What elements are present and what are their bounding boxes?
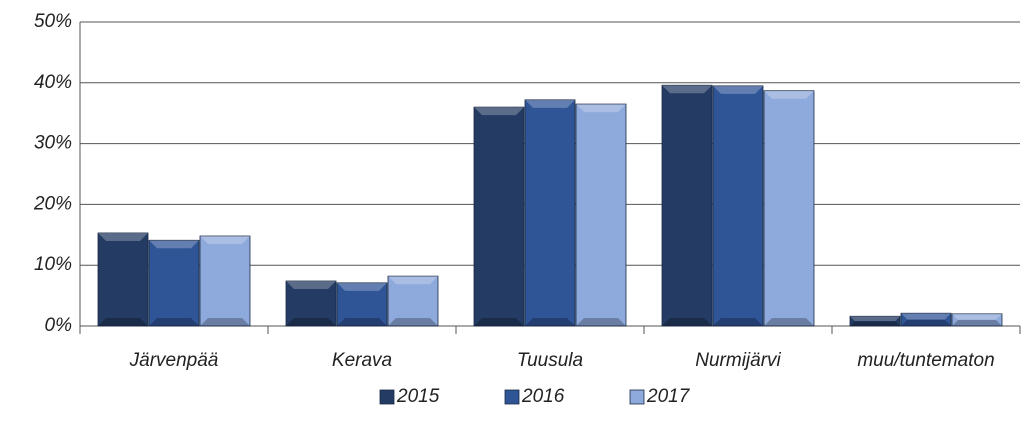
legend-label: 2015 [396, 386, 440, 407]
bar [849, 315, 901, 327]
bar-bevel [474, 318, 524, 326]
bar-bevel [764, 318, 814, 326]
bar [763, 90, 815, 327]
bar-bevel [286, 318, 336, 326]
x-tick-label: Nurmijärvi [695, 350, 781, 371]
bar-bevel [200, 236, 250, 245]
y-tick-label: 20% [33, 193, 72, 214]
y-tick-label: 30% [34, 133, 72, 154]
x-tick-label: Järvenpää [129, 350, 219, 371]
bar [285, 280, 337, 327]
bar-bevel [901, 313, 951, 320]
bar-bevel [952, 313, 1002, 320]
bar [148, 239, 200, 327]
bar-bevel [576, 318, 626, 326]
bar [199, 235, 251, 327]
bar-bevel [525, 99, 575, 108]
y-tick-label: 50% [34, 11, 72, 32]
bar-bevel [474, 107, 524, 116]
bar-bevel [713, 318, 763, 326]
bar-bevel [662, 318, 712, 326]
bar [473, 106, 525, 327]
bar-bevel [149, 240, 199, 249]
bar-bevel [525, 318, 575, 326]
bar-bevel [850, 316, 900, 322]
bar-bevel [337, 282, 387, 291]
bar-bevel [576, 104, 626, 113]
legend-label: 2017 [646, 386, 691, 407]
bar-bevel [286, 281, 336, 290]
legend-label: 2016 [521, 386, 565, 407]
bar [900, 312, 952, 327]
bar-bevel [337, 318, 387, 326]
x-tick-label: muu/tuntematon [857, 350, 994, 371]
bar [524, 99, 576, 327]
y-tick-label: 40% [34, 72, 72, 93]
bar-bevel [98, 318, 148, 326]
x-tick-label: Kerava [332, 350, 392, 371]
bar-bevel [388, 276, 438, 285]
legend-swatch [504, 389, 520, 405]
y-tick-label: 10% [34, 254, 72, 275]
bar-bevel [850, 321, 900, 326]
bar [387, 275, 439, 327]
bar-bevel [200, 318, 250, 326]
bar [575, 103, 627, 327]
legend-swatch [629, 389, 645, 405]
x-tick-label: Tuusula [517, 350, 583, 371]
bar-bevel [713, 85, 763, 94]
bar-bevel [952, 319, 1002, 326]
bar-bevel [149, 318, 199, 326]
legend-swatch [379, 389, 395, 405]
bar-bevel [662, 85, 712, 94]
bar-bevel [98, 232, 148, 241]
y-tick-label: 0% [45, 315, 73, 336]
bar [661, 84, 713, 327]
bar [97, 232, 149, 327]
bar-bevel [901, 319, 951, 326]
bar [951, 313, 1003, 327]
bar [336, 282, 388, 327]
bar [712, 85, 764, 327]
bar-bevel [764, 90, 814, 99]
bar-bevel [388, 318, 438, 326]
